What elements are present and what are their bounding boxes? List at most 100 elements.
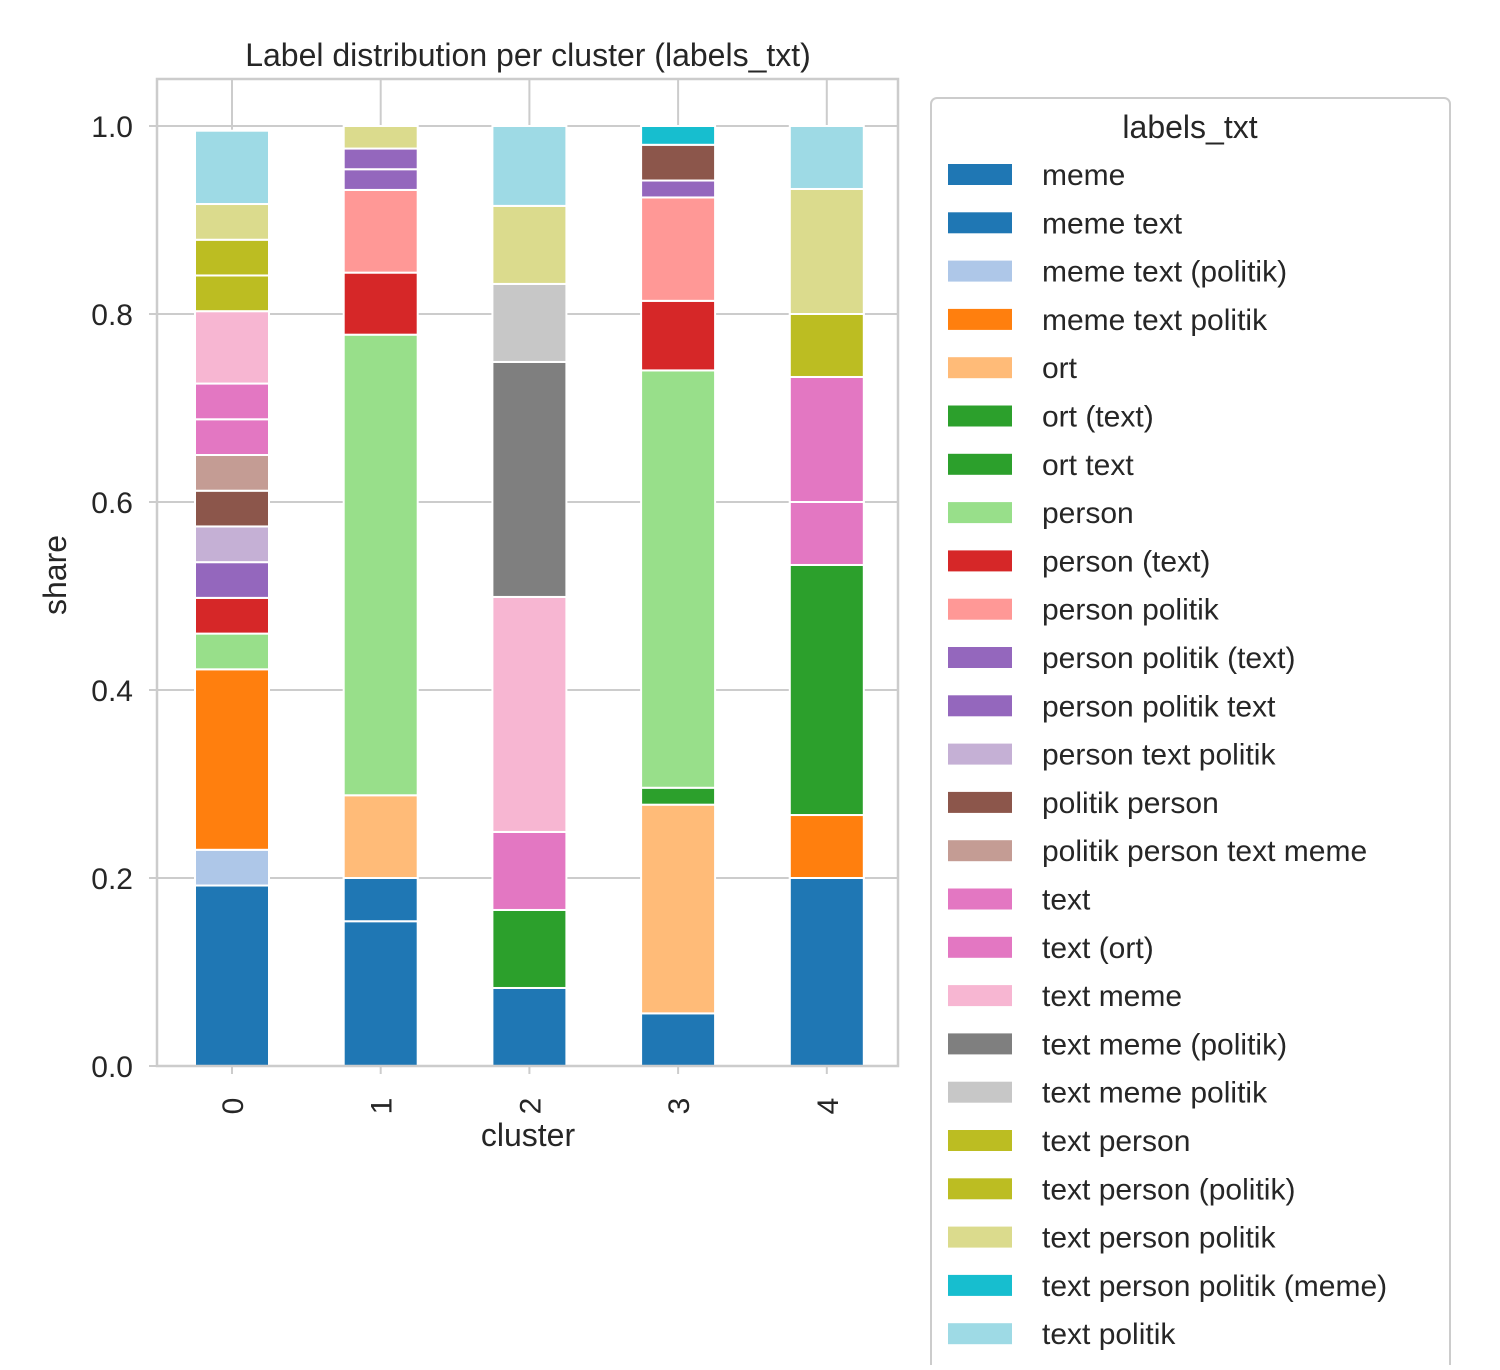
legend-label: person: [1042, 497, 1134, 530]
bar-segment: [342, 147, 419, 171]
legend-label: text meme: [1042, 980, 1182, 1013]
legend-swatch: [948, 502, 1012, 524]
legend-label: person text politik: [1042, 739, 1276, 772]
legend-swatch: [948, 647, 1012, 668]
bar-segment: [788, 877, 865, 1067]
legend-swatch: [948, 308, 1012, 330]
bar-segment: [342, 168, 419, 191]
bar-segment: [491, 986, 568, 1067]
bar-segment: [194, 129, 270, 206]
bar-segment: [194, 668, 270, 851]
bar-segment: [491, 360, 568, 598]
legend-label: person (text): [1042, 545, 1210, 578]
bar-segment: [640, 179, 717, 199]
legend-swatch: [948, 1274, 1012, 1296]
bar-segment: [788, 375, 865, 504]
legend-swatch: [948, 985, 1012, 1007]
legend-swatch: [948, 1178, 1012, 1200]
x-tick-label: 0: [217, 1098, 250, 1115]
bar-segment: [788, 187, 865, 315]
bar-segment: [342, 125, 419, 150]
legend-swatch: [948, 1226, 1012, 1248]
legend-label: politik person text meme: [1042, 835, 1367, 868]
legend-swatch: [948, 453, 1012, 475]
bar-segment: [640, 786, 717, 806]
legend-swatch: [948, 1081, 1012, 1103]
x-tick-label: 1: [366, 1098, 399, 1115]
bar-segment: [194, 489, 270, 528]
bar-segment: [194, 418, 270, 456]
legend-swatch: [948, 164, 1012, 185]
y-tick-label: 0.0: [91, 1051, 133, 1084]
legend-swatch: [948, 405, 1012, 427]
y-axis-label: share: [37, 535, 73, 615]
bar-segment: [194, 596, 270, 635]
legend-frame: [930, 97, 1451, 1370]
bar-segment: [194, 884, 270, 1068]
legend-swatch: [948, 357, 1012, 379]
x-axis-label: cluster: [481, 1117, 576, 1153]
axes: 0.0 0.2 0.4 0.6 0.8 1.0 0 1 2 3 4: [91, 77, 900, 1115]
legend-label: text person politik (meme): [1042, 1270, 1387, 1303]
legend-swatch: [948, 888, 1012, 910]
bar-segment: [194, 848, 270, 887]
legend-title: labels_txt: [1122, 109, 1257, 145]
bar-segment: [640, 299, 717, 372]
bar-segment: [194, 454, 270, 492]
legend-label: meme text (politik): [1042, 256, 1287, 289]
legend-swatch: [948, 1323, 1012, 1345]
legend-label: text (ort): [1042, 932, 1154, 965]
bar-segment: [640, 1012, 717, 1067]
bar-segment: [194, 561, 270, 599]
chart-title: Label distribution per cluster (labels_t…: [245, 37, 811, 73]
bar-segment: [194, 525, 270, 564]
legend-swatch: [948, 743, 1012, 765]
legend-swatch: [948, 212, 1012, 234]
bar-segment: [342, 271, 419, 336]
legend-swatch: [948, 791, 1012, 813]
bar-segment: [788, 125, 865, 190]
bar-segment: [788, 501, 865, 566]
legend-swatch: [948, 936, 1012, 958]
legend-label: text person (politik): [1042, 1173, 1295, 1206]
bar-segment: [640, 369, 717, 789]
y-tick-label: 0.4: [91, 675, 133, 708]
bar-segment: [491, 595, 568, 833]
bar-segment: [640, 803, 717, 1015]
bar-segment: [342, 188, 419, 274]
bar-segment: [640, 143, 717, 182]
x-tick-label: 2: [514, 1098, 547, 1115]
bar-segment: [342, 877, 419, 923]
legend-label: text meme politik: [1042, 1077, 1268, 1110]
y-tick-label: 1.0: [91, 111, 133, 144]
bar-segment: [491, 204, 568, 285]
legend-label: person politik text: [1042, 690, 1276, 723]
legend: labels_txt meme meme text meme text (polit…: [930, 97, 1451, 1370]
legend-label: ort: [1042, 352, 1078, 385]
legend-swatch: [948, 550, 1012, 572]
legend-swatch: [948, 1130, 1012, 1151]
legend-label: politik person: [1042, 787, 1219, 820]
bar-segment: [194, 274, 270, 313]
bar-segment: [194, 382, 270, 421]
bar-segment: [788, 814, 865, 880]
bar-segment: [194, 632, 270, 671]
legend-label: person politik (text): [1042, 642, 1295, 675]
y-tick-label: 0.6: [91, 487, 133, 520]
legend-swatch: [948, 695, 1012, 717]
y-tick-label: 0.8: [91, 299, 133, 332]
bar-segment: [342, 794, 419, 880]
legend-label: person politik: [1042, 594, 1220, 627]
bar-segment: [194, 310, 270, 385]
legend-label: text person: [1042, 1125, 1190, 1158]
bar-segment: [491, 908, 568, 989]
bar-segment: [640, 125, 717, 146]
plot-frame: [155, 77, 900, 1068]
legend-label: meme text: [1042, 207, 1183, 240]
bar-segment: [194, 238, 270, 277]
bar-segment: [342, 920, 419, 1067]
bar-segment: [194, 203, 270, 241]
bar-segment: [491, 282, 568, 363]
legend-label: ort text: [1042, 449, 1134, 482]
